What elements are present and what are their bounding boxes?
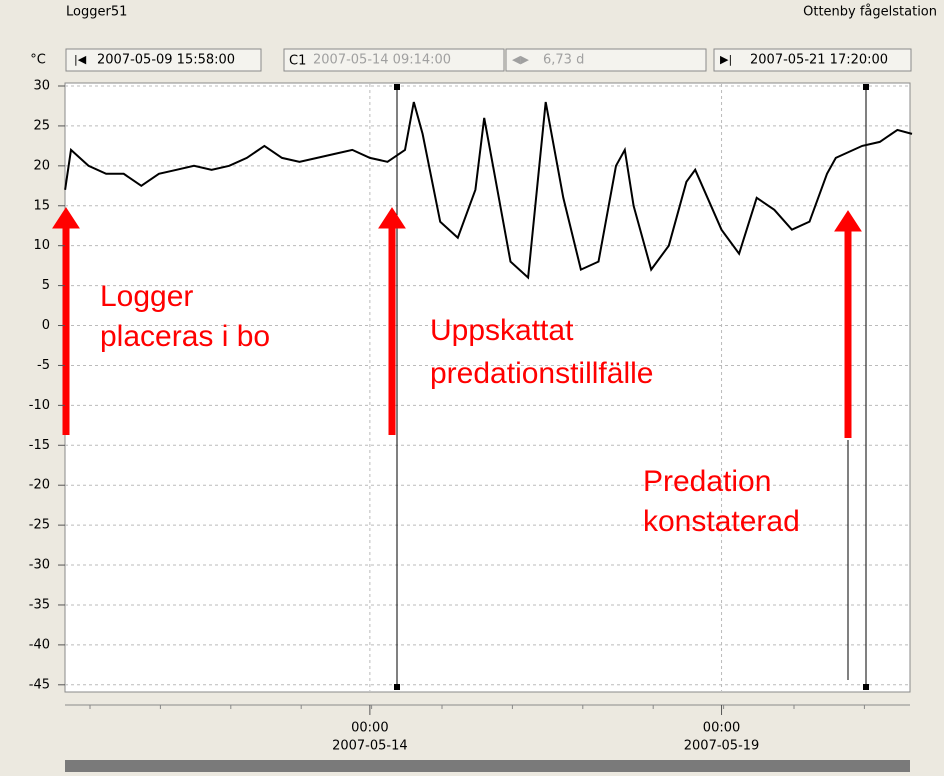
ruler-ticks xyxy=(89,705,865,709)
y-tick-label: -25 xyxy=(29,518,50,533)
y-tick-label: -20 xyxy=(29,478,50,493)
start-icon: |◀ xyxy=(74,53,87,66)
end-field[interactable] xyxy=(713,48,912,72)
cursor-time: 2007-05-14 09:14:00 xyxy=(313,53,451,68)
x-tick-label: 00:00 xyxy=(351,721,388,736)
window-title: Logger51 xyxy=(66,5,127,20)
cursor-handle[interactable] xyxy=(394,684,400,690)
start-time: 2007-05-09 15:58:00 xyxy=(97,53,235,68)
y-tick-label: -35 xyxy=(29,597,50,612)
cursor-handle[interactable] xyxy=(863,684,869,690)
end-icon: ▶| xyxy=(720,53,732,66)
x-tick-label: 2007-05-14 xyxy=(332,739,408,754)
series-line xyxy=(64,101,913,280)
annotation: predationstillfälle xyxy=(430,357,653,390)
x-tick-label: 00:00 xyxy=(703,721,740,736)
span-icon: ◀▶ xyxy=(512,53,529,66)
start-field[interactable] xyxy=(65,48,262,72)
y-tick-label: -30 xyxy=(29,558,50,573)
cursor-handle[interactable] xyxy=(394,84,400,90)
y-tick-label: 10 xyxy=(33,238,50,253)
y-tick-label: 5 xyxy=(42,278,50,293)
cursor-handle[interactable] xyxy=(863,84,869,90)
span-field[interactable] xyxy=(505,48,707,72)
station-name: Ottenby fågelstation xyxy=(803,5,937,20)
cursor-label: C1 xyxy=(289,54,306,69)
y-tick-label: 30 xyxy=(33,79,50,94)
y-tick-label: -40 xyxy=(29,637,50,652)
plot-area xyxy=(64,82,911,693)
annotation: placeras i bo xyxy=(100,320,270,353)
annotation: konstaterad xyxy=(643,505,800,538)
y-tick-label: 20 xyxy=(33,158,50,173)
end-time: 2007-05-21 17:20:00 xyxy=(750,53,888,68)
annotation: Logger xyxy=(100,280,193,313)
y-tick-label: -15 xyxy=(29,438,50,453)
y-tick-label: 25 xyxy=(33,118,50,133)
scrollbar[interactable] xyxy=(65,760,910,772)
y-tick-label: -10 xyxy=(29,398,50,413)
y-tick-label: 0 xyxy=(42,318,50,333)
y-unit: °C xyxy=(30,53,46,68)
cursor-field[interactable] xyxy=(283,48,505,72)
plot xyxy=(64,101,913,280)
y-tick-label: -5 xyxy=(37,358,50,373)
y-tick-label: -45 xyxy=(29,677,50,692)
annotation: Predation xyxy=(643,465,771,498)
y-tick-label: 15 xyxy=(33,198,50,213)
annotation: Uppskattat xyxy=(430,314,574,347)
span-value: 6,73 d xyxy=(543,53,584,68)
arrows xyxy=(52,207,862,438)
x-tick-label: 2007-05-19 xyxy=(684,739,760,754)
